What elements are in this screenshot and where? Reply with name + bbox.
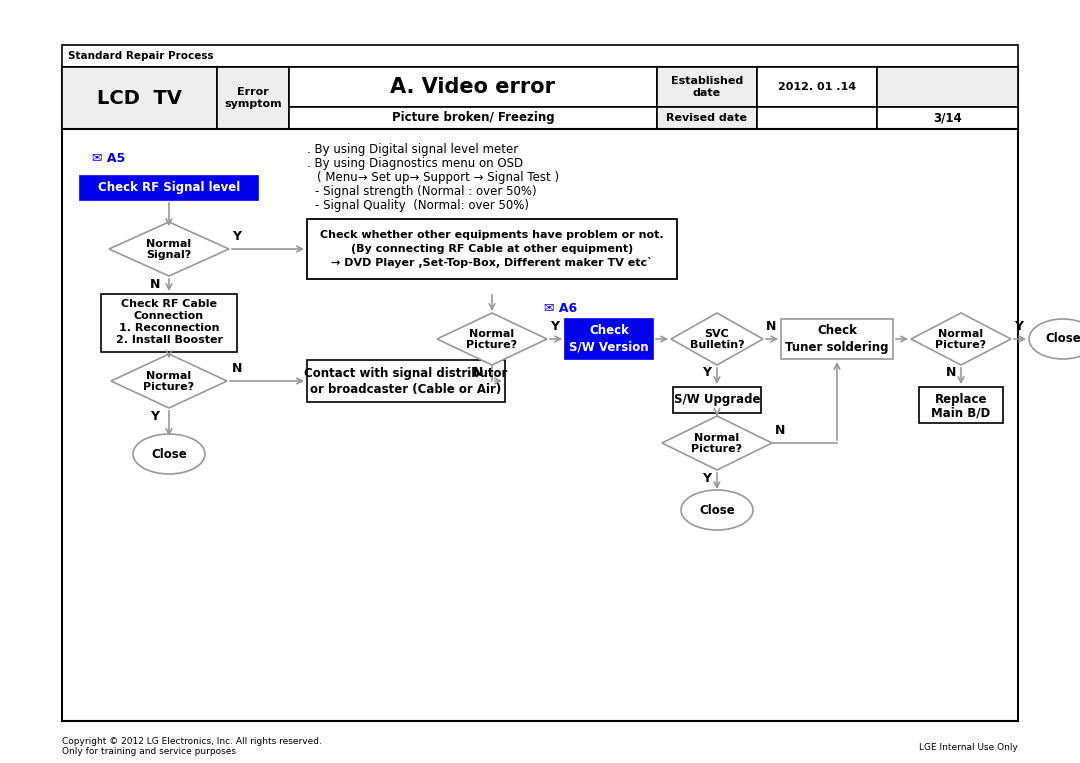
Text: SVC: SVC bbox=[704, 329, 729, 339]
Text: 2. Install Booster: 2. Install Booster bbox=[116, 335, 222, 345]
Text: (By connecting RF Cable at other equipment): (By connecting RF Cable at other equipme… bbox=[351, 244, 633, 254]
Text: Normal: Normal bbox=[147, 371, 191, 381]
Text: N: N bbox=[946, 366, 956, 379]
Text: Only for training and service purposes: Only for training and service purposes bbox=[62, 748, 237, 756]
Text: Copyright © 2012 LG Electronics, Inc. All rights reserved.: Copyright © 2012 LG Electronics, Inc. Al… bbox=[62, 736, 322, 745]
FancyBboxPatch shape bbox=[62, 129, 1018, 721]
Text: Bulletin?: Bulletin? bbox=[690, 340, 744, 350]
Text: or broadcaster (Cable or Air): or broadcaster (Cable or Air) bbox=[310, 382, 501, 395]
FancyBboxPatch shape bbox=[80, 176, 258, 200]
FancyBboxPatch shape bbox=[62, 67, 1018, 129]
Text: . By using Digital signal level meter: . By using Digital signal level meter bbox=[307, 143, 518, 156]
Text: Picture?: Picture? bbox=[691, 444, 743, 454]
Text: Check RF Signal level: Check RF Signal level bbox=[98, 182, 240, 195]
Text: Close: Close bbox=[699, 504, 734, 517]
Text: N: N bbox=[774, 424, 785, 437]
Text: Replace: Replace bbox=[935, 392, 987, 405]
FancyBboxPatch shape bbox=[289, 107, 657, 129]
Text: Picture?: Picture? bbox=[935, 340, 986, 350]
FancyBboxPatch shape bbox=[757, 107, 877, 129]
Text: Error
symptom: Error symptom bbox=[225, 87, 282, 109]
FancyBboxPatch shape bbox=[62, 45, 1018, 67]
FancyBboxPatch shape bbox=[307, 360, 505, 402]
Ellipse shape bbox=[1029, 319, 1080, 359]
Polygon shape bbox=[437, 313, 546, 365]
Text: Check RF Cable: Check RF Cable bbox=[121, 299, 217, 309]
Text: Check: Check bbox=[818, 324, 856, 337]
Text: Standard Repair Process: Standard Repair Process bbox=[68, 51, 214, 61]
Text: - Signal strength (Normal : over 50%): - Signal strength (Normal : over 50%) bbox=[315, 185, 537, 198]
FancyBboxPatch shape bbox=[657, 67, 757, 107]
Text: Picture?: Picture? bbox=[144, 382, 194, 392]
Polygon shape bbox=[671, 313, 762, 365]
FancyBboxPatch shape bbox=[877, 67, 1018, 107]
Text: Y: Y bbox=[702, 472, 712, 485]
Text: Check whether other equipments have problem or not.: Check whether other equipments have prob… bbox=[320, 230, 664, 240]
Text: 3/14: 3/14 bbox=[933, 111, 962, 124]
FancyBboxPatch shape bbox=[102, 294, 237, 352]
Text: Main B/D: Main B/D bbox=[931, 407, 990, 420]
Ellipse shape bbox=[681, 490, 753, 530]
Text: Normal: Normal bbox=[470, 329, 514, 339]
Text: Y: Y bbox=[702, 366, 712, 379]
Text: Revised date: Revised date bbox=[666, 113, 747, 123]
Polygon shape bbox=[111, 354, 227, 408]
Text: N: N bbox=[766, 320, 777, 333]
FancyBboxPatch shape bbox=[217, 67, 289, 129]
FancyBboxPatch shape bbox=[62, 67, 217, 129]
Text: A. Video error: A. Video error bbox=[391, 77, 555, 97]
Text: N: N bbox=[473, 366, 483, 379]
FancyBboxPatch shape bbox=[781, 319, 893, 359]
Text: Y: Y bbox=[150, 410, 160, 423]
Polygon shape bbox=[109, 222, 229, 276]
Text: N: N bbox=[232, 362, 242, 375]
FancyBboxPatch shape bbox=[877, 107, 1018, 129]
Text: Picture?: Picture? bbox=[467, 340, 517, 350]
FancyBboxPatch shape bbox=[757, 67, 877, 107]
Text: → DVD Player ,Set-Top-Box, Different maker TV etc`: → DVD Player ,Set-Top-Box, Different mak… bbox=[332, 257, 653, 269]
FancyBboxPatch shape bbox=[673, 387, 761, 413]
Text: Tuner soldering: Tuner soldering bbox=[785, 340, 889, 353]
FancyBboxPatch shape bbox=[565, 319, 653, 359]
Text: LCD  TV: LCD TV bbox=[96, 89, 181, 108]
Text: S/W Version: S/W Version bbox=[569, 340, 649, 353]
Text: Picture broken/ Freezing: Picture broken/ Freezing bbox=[392, 111, 554, 124]
Text: Close: Close bbox=[1045, 333, 1080, 346]
Ellipse shape bbox=[133, 434, 205, 474]
Text: . By using Diagnostics menu on OSD: . By using Diagnostics menu on OSD bbox=[307, 156, 523, 169]
Text: Signal?: Signal? bbox=[147, 250, 191, 260]
Text: Normal: Normal bbox=[694, 433, 740, 443]
Text: - Signal Quality  (Normal: over 50%): - Signal Quality (Normal: over 50%) bbox=[315, 198, 529, 211]
Text: Contact with signal distributor: Contact with signal distributor bbox=[305, 366, 508, 379]
Text: Connection: Connection bbox=[134, 311, 204, 321]
Text: Check: Check bbox=[589, 324, 629, 337]
Text: 2012. 01 .14: 2012. 01 .14 bbox=[778, 82, 856, 92]
Text: Established
date: Established date bbox=[671, 76, 743, 98]
FancyBboxPatch shape bbox=[657, 107, 757, 129]
Text: Y: Y bbox=[1014, 320, 1024, 333]
Text: Close: Close bbox=[151, 448, 187, 461]
Polygon shape bbox=[662, 416, 772, 470]
FancyBboxPatch shape bbox=[289, 67, 657, 107]
Text: ✉ A5: ✉ A5 bbox=[92, 153, 125, 166]
Text: Y: Y bbox=[232, 230, 242, 243]
Text: Y: Y bbox=[551, 320, 559, 333]
Text: LGE Internal Use Only: LGE Internal Use Only bbox=[919, 742, 1018, 752]
Text: ✉ A6: ✉ A6 bbox=[544, 302, 577, 315]
Text: N: N bbox=[150, 278, 160, 291]
Text: 1. Reconnection: 1. Reconnection bbox=[119, 323, 219, 333]
Text: Normal: Normal bbox=[147, 239, 191, 249]
Text: S/W Upgrade: S/W Upgrade bbox=[674, 394, 760, 407]
FancyBboxPatch shape bbox=[307, 219, 677, 279]
Text: Normal: Normal bbox=[939, 329, 984, 339]
FancyBboxPatch shape bbox=[919, 387, 1003, 423]
Polygon shape bbox=[912, 313, 1011, 365]
Text: ( Menu→ Set up→ Support → Signal Test ): ( Menu→ Set up→ Support → Signal Test ) bbox=[318, 170, 559, 183]
